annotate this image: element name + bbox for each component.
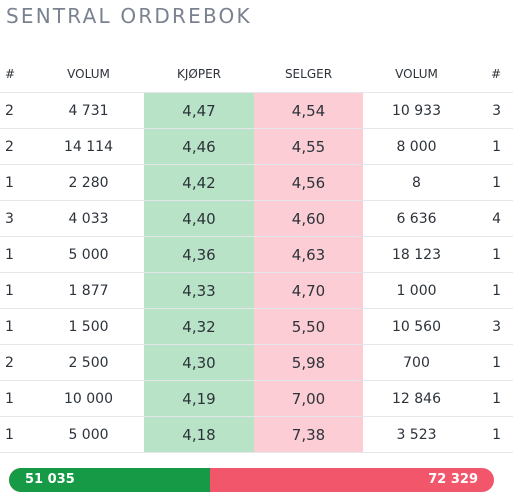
bid-volume-cell: 4 033 [33, 200, 144, 237]
ask-count-cell: 1 [470, 380, 513, 417]
header-bid-volume: VOLUM [33, 56, 144, 93]
bid-price-cell: 4,30 [144, 344, 254, 381]
ask-count-cell: 3 [470, 92, 513, 129]
ask-price-cell: 4,60 [254, 200, 363, 237]
bid-count-cell: 3 [0, 200, 33, 237]
ask-count-cell: 1 [470, 164, 513, 201]
ask-count-cell: 1 [470, 344, 513, 381]
ask-count-cell: 1 [470, 416, 513, 453]
ask-count-cell: 1 [470, 236, 513, 273]
header-ask-count: # [470, 56, 513, 93]
bid-volume-cell: 2 500 [33, 344, 144, 381]
bid-count-cell: 2 [0, 128, 33, 165]
bid-price-cell: 4,47 [144, 92, 254, 129]
bid-volume-cell: 4 731 [33, 92, 144, 129]
header-bid-count: # [0, 56, 33, 93]
bid-price-cell: 4,40 [144, 200, 254, 237]
bid-price-cell: 4,36 [144, 236, 254, 273]
ask-volume-cell: 8 [363, 164, 470, 201]
bid-count-cell: 1 [0, 272, 33, 309]
ask-volume-cell: 10 560 [363, 308, 470, 345]
sell-volume-total: 72 329 [428, 472, 478, 487]
bid-count-cell: 2 [0, 344, 33, 381]
header-ask-volume: VOLUM [363, 56, 470, 93]
order-row: 2 14 114 4,46 4,55 8 000 1 [0, 128, 513, 165]
ask-price-cell: 7,00 [254, 380, 363, 417]
ask-volume-cell: 8 000 [363, 128, 470, 165]
bid-price-cell: 4,33 [144, 272, 254, 309]
ask-price-cell: 4,56 [254, 164, 363, 201]
bid-price-cell: 4,46 [144, 128, 254, 165]
bid-volume-cell: 5 000 [33, 416, 144, 453]
bid-volume-cell: 10 000 [33, 380, 144, 417]
ask-price-cell: 4,54 [254, 92, 363, 129]
ask-volume-cell: 6 636 [363, 200, 470, 237]
header-seller: SELGER [254, 56, 363, 93]
order-row: 1 10 000 4,19 7,00 12 846 1 [0, 380, 513, 417]
ask-volume-cell: 18 123 [363, 236, 470, 273]
bid-volume-cell: 1 500 [33, 308, 144, 345]
ask-count-cell: 1 [470, 128, 513, 165]
buy-volume-bar [9, 468, 210, 492]
volume-balance-bar: 51 035 72 329 [9, 468, 494, 492]
bid-volume-cell: 1 877 [33, 272, 144, 309]
ask-price-cell: 4,63 [254, 236, 363, 273]
ask-volume-cell: 12 846 [363, 380, 470, 417]
header-row: # VOLUM KJØPER SELGER VOLUM # [0, 56, 513, 93]
bid-count-cell: 1 [0, 308, 33, 345]
ask-price-cell: 5,50 [254, 308, 363, 345]
header-buyer: KJØPER [144, 56, 254, 93]
ask-volume-cell: 1 000 [363, 272, 470, 309]
bid-count-cell: 2 [0, 92, 33, 129]
ask-price-cell: 5,98 [254, 344, 363, 381]
ask-volume-cell: 10 933 [363, 92, 470, 129]
ask-count-cell: 4 [470, 200, 513, 237]
ask-count-cell: 1 [470, 272, 513, 309]
bid-count-cell: 1 [0, 380, 33, 417]
bid-price-cell: 4,42 [144, 164, 254, 201]
bid-count-cell: 1 [0, 416, 33, 453]
bid-volume-cell: 2 280 [33, 164, 144, 201]
ask-price-cell: 4,70 [254, 272, 363, 309]
ask-price-cell: 4,55 [254, 128, 363, 165]
ask-volume-cell: 3 523 [363, 416, 470, 453]
bid-volume-cell: 14 114 [33, 128, 144, 165]
ask-count-cell: 3 [470, 308, 513, 345]
ask-price-cell: 7,38 [254, 416, 363, 453]
bid-price-cell: 4,19 [144, 380, 254, 417]
bid-volume-cell: 5 000 [33, 236, 144, 273]
bid-count-cell: 1 [0, 164, 33, 201]
bid-count-cell: 1 [0, 236, 33, 273]
ask-volume-cell: 700 [363, 344, 470, 381]
buy-volume-total: 51 035 [25, 472, 75, 487]
bid-price-cell: 4,18 [144, 416, 254, 453]
bid-price-cell: 4,32 [144, 308, 254, 345]
page-title: SENTRAL ORDREBOK [6, 4, 252, 28]
